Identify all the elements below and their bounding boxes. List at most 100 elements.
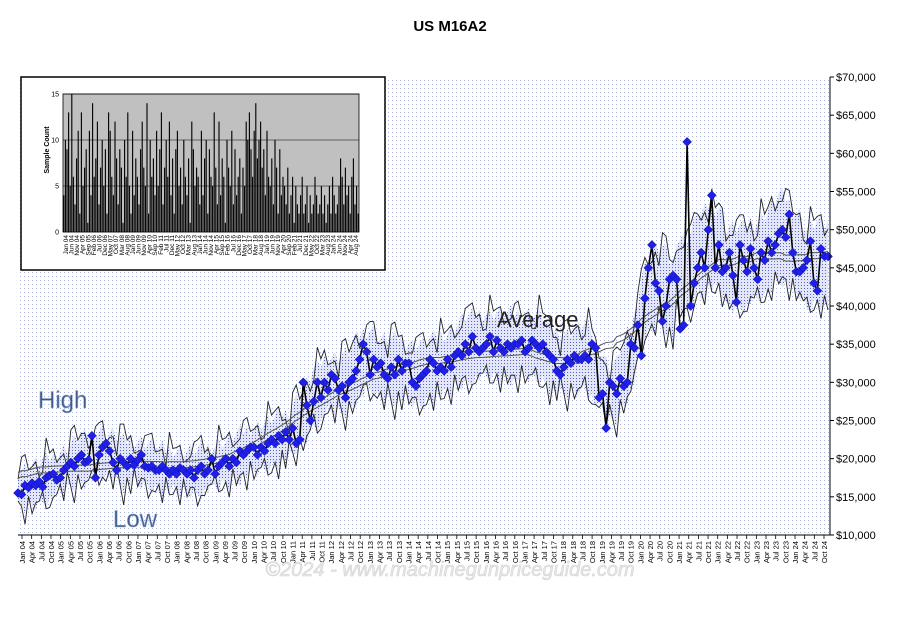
inset-x-tick-label: Jun 19 — [269, 235, 276, 255]
y-tick-label: $50,000 — [836, 225, 876, 237]
average-price-point — [83, 455, 94, 466]
x-tick-label: Jul 14 — [424, 541, 433, 561]
average-price-point — [270, 438, 280, 449]
inset-x-tick-label: Jun 24 — [336, 235, 343, 255]
x-tick-label: Oct 18 — [588, 541, 597, 563]
inset-bar — [266, 130, 268, 232]
inset-bar — [228, 167, 230, 232]
inset-x-tick-label: May 12 — [175, 235, 182, 257]
inset-bar — [213, 112, 215, 232]
inset-bar — [170, 195, 172, 232]
inset-bar — [92, 103, 94, 232]
inset-bar — [64, 140, 66, 232]
inset-bar — [132, 130, 134, 232]
inset-bar — [96, 121, 98, 232]
inset-x-tick-label: Feb 11 — [158, 235, 165, 255]
inset-bar — [344, 167, 346, 232]
average-price-point — [671, 274, 682, 285]
x-tick-label: Jul 23 — [772, 541, 781, 561]
inset-x-tick-label: Aug 23 — [325, 235, 332, 256]
x-tick-label: Jan 23 — [752, 541, 761, 564]
average-price-point — [703, 224, 714, 235]
x-tick-label: Jul 13 — [385, 541, 394, 561]
average-price-point — [481, 339, 492, 350]
average-price-point — [136, 449, 147, 460]
inset-x-tick-label: Nov 14 — [208, 235, 215, 256]
inset-bar — [295, 186, 297, 232]
chart-title: US M16A2 — [413, 18, 486, 35]
inset-bar — [287, 167, 289, 232]
inset-bar — [77, 130, 79, 232]
x-tick-label: Apr 11 — [298, 541, 307, 563]
inset-bar — [124, 140, 126, 232]
inset-bar — [282, 176, 284, 232]
average-price-point — [555, 369, 566, 380]
inset-bar — [290, 195, 292, 232]
inset-bar — [151, 176, 153, 232]
inset-bar — [116, 158, 118, 232]
inset-bar — [216, 204, 218, 232]
inset-bar — [285, 204, 287, 232]
inset-y-ticks: 0 5 10 15 — [51, 92, 59, 237]
high-annotation: High — [38, 387, 87, 414]
inset-bar — [272, 204, 274, 232]
average-price-point — [393, 354, 404, 365]
inset-bar — [245, 121, 247, 232]
inset-x-tick-label: Dec 11 — [169, 235, 176, 255]
x-tick-label: Jul 16 — [501, 541, 510, 561]
inset-bar — [316, 195, 318, 232]
inset-bar — [172, 158, 174, 232]
average-price-point — [55, 472, 66, 483]
inset-bar — [352, 158, 354, 232]
average-price-point — [220, 453, 231, 464]
inset-x-tick-label: Dec 06 — [102, 235, 109, 256]
inset-x-tick-label: Apr 10 — [147, 235, 154, 255]
inset-bar — [180, 167, 182, 232]
inset-x-tick-label: Aug 13 — [191, 235, 198, 256]
inset-bar — [106, 213, 108, 232]
average-price-point — [752, 274, 763, 285]
average-price-point — [108, 457, 118, 468]
average-price-point — [657, 316, 668, 327]
inset-x-tick-label: Oct 17 — [247, 235, 254, 255]
inset-bar — [317, 213, 319, 232]
average-price-point — [439, 366, 449, 376]
x-tick-label: Oct 11 — [318, 541, 327, 563]
inset-x-tick-label: Mar 18 — [253, 235, 260, 256]
inset-bar — [188, 158, 190, 232]
average-price-point — [104, 446, 115, 456]
inset-bar — [250, 149, 252, 232]
inset-bar — [160, 112, 162, 232]
average-price-point — [224, 461, 235, 472]
x-tick-label: Jan 18 — [559, 541, 568, 564]
average-price-point — [692, 262, 703, 273]
x-tick-label: Apr 08 — [182, 541, 191, 563]
average-price-point — [456, 350, 467, 361]
inset-bar — [175, 149, 177, 232]
inset-bar — [165, 140, 167, 232]
inset-bar — [85, 149, 87, 232]
average-price-point — [69, 461, 80, 472]
average-price-point — [661, 301, 671, 311]
average-annotation: Average — [497, 307, 579, 332]
inset-x-tick-label: Feb 16 — [225, 235, 232, 256]
average-price-point — [411, 381, 421, 392]
x-tick-label: Apr 23 — [762, 541, 771, 563]
inset-bar — [178, 186, 180, 232]
inset-x-tick-label: Mar 23 — [320, 235, 327, 256]
inset-bar — [232, 204, 234, 232]
inset-bar — [296, 204, 298, 232]
x-axis-ticks: Jan 04 Apr 04 Jul 04 Oct 04 Jan 05 Apr 05 Jul … — [18, 535, 829, 564]
x-tick-label: Apr 04 — [28, 541, 37, 563]
average-price-point — [499, 346, 509, 357]
average-price-point — [301, 400, 312, 411]
y-tick-label: $60,000 — [836, 148, 876, 160]
inset-bar — [319, 204, 321, 232]
inset-bar — [159, 149, 161, 232]
inset-bar — [237, 176, 239, 232]
average-price-point — [287, 423, 298, 433]
average-price-point — [365, 369, 376, 380]
inset-bar — [340, 158, 342, 232]
